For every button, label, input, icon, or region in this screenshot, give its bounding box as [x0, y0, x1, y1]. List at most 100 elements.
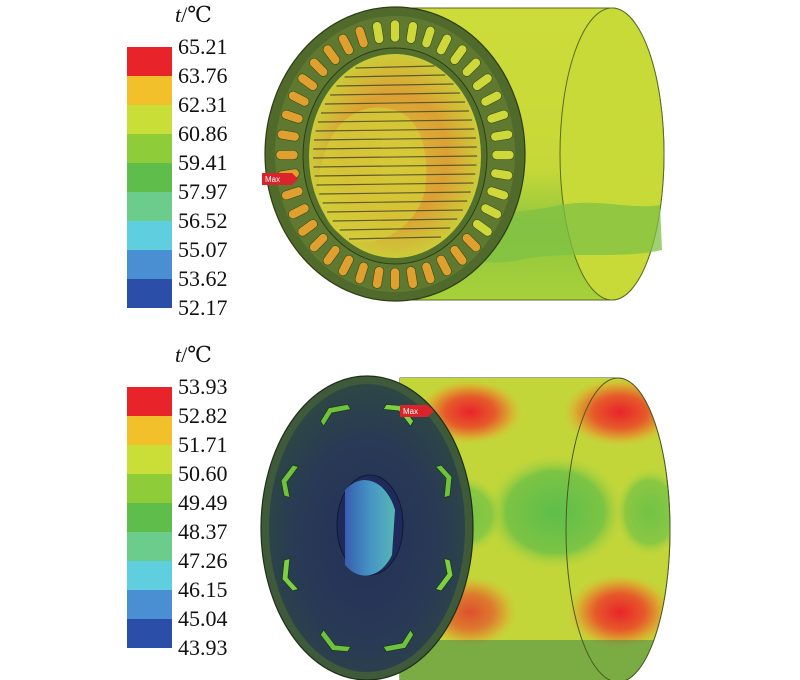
- stator-tooth: [288, 90, 310, 107]
- stator-legend-swatch: [127, 163, 172, 192]
- stator-tooth: [390, 267, 400, 291]
- stator-tooth: [372, 266, 384, 289]
- stator-legend-tick: 63.76: [178, 63, 228, 88]
- rotor-legend-swatch: [127, 619, 172, 648]
- stator-tooth: [421, 26, 436, 49]
- stator-legend-tick: 62.31: [178, 92, 228, 117]
- stator-tooth: [390, 19, 400, 43]
- stator-tooth: [281, 109, 304, 124]
- stator-slot-line: [321, 110, 469, 114]
- stator-tooth: [421, 261, 436, 284]
- stator-slot-line: [322, 200, 468, 204]
- stator-tooth: [472, 219, 493, 237]
- stator-tooth: [322, 245, 341, 266]
- stator-legend-swatch: [127, 47, 172, 76]
- rotor-legend-tick: 53.93: [178, 374, 228, 399]
- rotor-unit-symbol: t: [175, 342, 182, 367]
- stator-slot-line: [313, 155, 477, 159]
- stator-legend-tick: 55.07: [178, 237, 228, 262]
- rotor-legend-tick: 51.71: [178, 432, 228, 457]
- stator-slot-line: [316, 182, 474, 186]
- stator-tooth: [338, 33, 354, 56]
- stator-slot-lines: [313, 65, 477, 240]
- rotor-magnet-slot: [319, 629, 352, 653]
- stator-slot-line: [327, 209, 463, 213]
- rotor-legend-swatch: [127, 474, 172, 503]
- rotor-legend-swatch: [127, 445, 172, 474]
- rotor-legend-swatch: [127, 590, 172, 619]
- stator-tooth: [480, 90, 502, 107]
- rotor-legend-tick: 49.49: [178, 490, 228, 515]
- rotor-max-marker: Max: [400, 405, 434, 417]
- stator-tooth: [297, 73, 318, 91]
- stator-tooth: [322, 44, 341, 65]
- rotor-legend-swatch: [127, 387, 172, 416]
- stator-tooth: [461, 233, 481, 253]
- stator-tooth: [277, 129, 300, 142]
- stator-max-marker: Max: [262, 173, 298, 185]
- stator-slot-line: [319, 191, 471, 195]
- stator-legend-swatch: [127, 192, 172, 221]
- stator-legend-unit: t/℃: [175, 2, 212, 28]
- rotor-magnet-slots: [280, 403, 454, 653]
- stator-slot-line: [314, 173, 476, 177]
- stator-legend-swatch: [127, 221, 172, 250]
- stator-tooth: [436, 254, 452, 277]
- stator-tooth: [461, 57, 481, 77]
- stator-tooth: [486, 186, 509, 201]
- stator-slot-line: [317, 119, 473, 123]
- stator-slot-line: [355, 65, 435, 69]
- stator-tooth: [490, 129, 513, 142]
- stator-slot-line: [332, 218, 458, 222]
- rotor-temperature-panel: t/℃ 53.93 52.82 51.71 50.60 49.49 48.37 47.26 4…: [0, 340, 800, 680]
- stator-slot-line: [344, 74, 446, 78]
- stator-tooth: [354, 261, 369, 284]
- stator-slot-line: [348, 236, 442, 240]
- stator-legend-tick: 57.97: [178, 179, 228, 204]
- stator-tooth: [354, 26, 369, 49]
- stator-legend-tick: 53.62: [178, 266, 228, 291]
- stator-thermal-render: Max: [262, 6, 665, 302]
- stator-tooth: [275, 150, 299, 160]
- stator-tooth: [309, 57, 329, 77]
- rotor-legend-tick: 52.82: [178, 403, 228, 428]
- stator-temperature-panel: t/℃ 65.21 63.76 62.31 60.86 59.41 57.97 56.52 5…: [127, 2, 665, 320]
- stator-tooth-ring: [275, 19, 515, 291]
- stator-legend-swatch: [127, 250, 172, 279]
- rotor-magnet-slot: [281, 557, 300, 592]
- stator-slot-line: [339, 227, 451, 231]
- stator-legend-swatch: [127, 105, 172, 134]
- rotor-max-label: Max: [403, 407, 418, 416]
- stator-slot-line: [330, 92, 460, 96]
- stator-unit-suffix: /℃: [181, 2, 212, 27]
- rotor-legend-swatch: [127, 561, 172, 590]
- rotor-magnet-slot: [434, 557, 454, 592]
- rotor-legend-tick: 46.15: [178, 577, 228, 602]
- stator-legend-tick: 60.86: [178, 121, 228, 146]
- rotor-magnet-slot: [434, 464, 453, 499]
- rotor-magnet-slot: [319, 403, 352, 427]
- stator-tooth: [449, 245, 468, 266]
- rotor-legend-unit: t/℃: [175, 342, 212, 368]
- rotor-legend-tick: 45.04: [178, 606, 228, 631]
- stator-tooth: [372, 21, 384, 44]
- rotor-legend-swatch: [127, 532, 172, 561]
- stator-tooth: [281, 186, 304, 201]
- stator-tooth: [486, 109, 509, 124]
- stator-slot-line: [313, 146, 477, 150]
- stator-max-label: Max: [265, 175, 280, 184]
- stator-legend-swatch: [127, 76, 172, 105]
- stator-tooth: [436, 33, 452, 56]
- rotor-legend-swatch: [127, 416, 172, 445]
- stator-slot-line: [325, 101, 465, 105]
- stator-tooth: [297, 219, 318, 237]
- rotor-legend-tick: 43.93: [178, 635, 228, 660]
- stator-slot-line: [315, 128, 475, 132]
- stator-tooth: [480, 203, 502, 220]
- rotor-legend-swatch: [127, 503, 172, 532]
- stator-legend-tick: 52.17: [178, 295, 228, 320]
- stator-legend-tick: 56.52: [178, 208, 228, 233]
- stator-unit-symbol: t: [175, 2, 182, 27]
- stator-tooth: [449, 44, 468, 65]
- stator-tooth: [288, 203, 310, 220]
